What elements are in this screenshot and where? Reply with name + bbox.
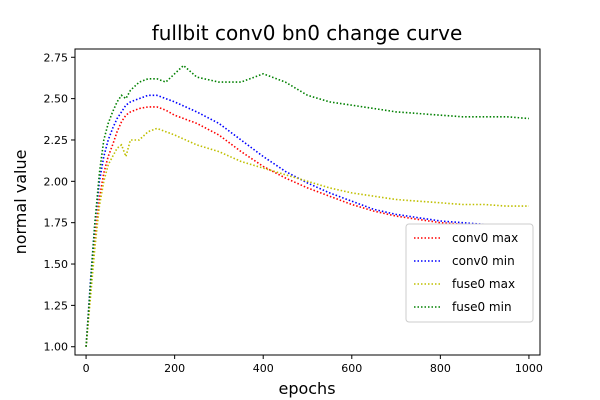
series-line-2 [85, 127, 529, 347]
y-tick-label-4: 2.00 [44, 175, 69, 188]
y-tick-label-2: 1.50 [44, 258, 69, 271]
y-tick-label-6: 2.50 [44, 93, 69, 106]
plot-frame [74, 48, 541, 356]
y-tick-label-1: 1.25 [44, 299, 69, 312]
y-axis-ticks: 1.00 1.25 1.50 1.75 2.00 2.25 2.50 2.75 [44, 51, 75, 354]
series-line-1 [85, 94, 529, 347]
x-tick-label-1: 200 [164, 362, 185, 375]
x-tick-label-4: 800 [430, 362, 451, 375]
y-tick-label-0: 1.00 [44, 341, 69, 354]
legend-label-3: fuse0 min [452, 300, 512, 314]
legend-label-2: fuse0 max [452, 277, 515, 291]
x-axis-title: epochs [278, 379, 335, 398]
x-tick-label-0: 0 [83, 362, 90, 375]
legend-label-0: conv0 max [452, 231, 518, 245]
x-tick-label-2: 400 [253, 362, 274, 375]
y-tick-label-5: 2.25 [44, 134, 69, 147]
legend: conv0 max conv0 min fuse0 max fuse0 min [405, 223, 534, 323]
x-tick-label-5: 1000 [515, 362, 543, 375]
x-tick-label-3: 600 [341, 362, 362, 375]
series-line-3 [85, 64, 529, 347]
legend-box [405, 223, 534, 323]
plot-series-group [85, 64, 529, 347]
x-axis-ticks: 0 200 400 600 800 1000 [83, 355, 543, 375]
chart-title: fullbit conv0 bn0 change curve [152, 21, 463, 45]
legend-label-1: conv0 min [452, 254, 515, 268]
y-axis-title: normal value [11, 150, 30, 255]
y-tick-label-7: 2.75 [44, 51, 69, 64]
y-tick-label-3: 1.75 [44, 217, 69, 230]
series-line-0 [85, 106, 529, 347]
